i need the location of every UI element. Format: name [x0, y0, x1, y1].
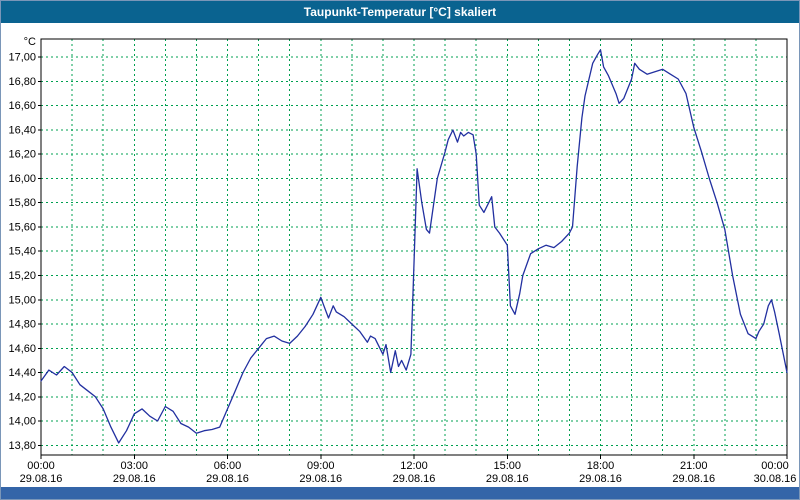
dew-point-series-line — [40, 49, 788, 444]
y-axis-tick-label: 15,60 — [8, 221, 36, 233]
plot-border — [40, 38, 788, 456]
y-axis-tick-label: 14,80 — [8, 319, 36, 331]
dew-point-line-chart: 13,80 14,00 14,20 14,40 14,60 14,80 15,00 15,20… — [8, 36, 797, 485]
x-axis-time-label: 00:00 — [761, 460, 789, 472]
x-axis-time-label: 18:00 — [587, 460, 615, 472]
x-axis-time-label: 00:00 — [27, 460, 55, 472]
y-axis-tick-label: 14,40 — [8, 367, 36, 379]
y-axis-tick-label: 13,80 — [8, 440, 36, 452]
y-axis-tick-label: 16,00 — [8, 173, 36, 185]
x-axis-time-label: 12:00 — [400, 460, 428, 472]
y-axis-tick-label: 15,80 — [8, 197, 36, 209]
chart-title-bar: Taupunkt-Temperatur [°C] skaliert — [1, 1, 799, 23]
x-axis-date-label: 29.08.16 — [579, 473, 622, 485]
x-axis-date-label: 29.08.16 — [672, 473, 715, 485]
x-axis-time-label: 03:00 — [120, 460, 148, 472]
chart-title: Taupunkt-Temperatur [°C] skaliert — [303, 5, 497, 19]
y-axis-tick-label: 15,40 — [8, 246, 36, 258]
x-axis-date-label: 29.08.16 — [113, 473, 156, 485]
y-axis-unit-label: °C — [24, 36, 36, 48]
x-axis-date-label: 29.08.16 — [20, 473, 63, 485]
x-axis-date-label: 30.08.16 — [754, 473, 797, 485]
y-axis-tick-label: 16,80 — [8, 76, 36, 88]
x-axis-time-label: 21:00 — [680, 460, 708, 472]
y-axis-tick-label: 16,20 — [8, 149, 36, 161]
chart-plot-area: 13,80 14,00 14,20 14,40 14,60 14,80 15,00 15,20… — [1, 23, 799, 487]
bottom-strip — [1, 487, 799, 499]
y-axis-tick-label: 16,60 — [8, 100, 36, 112]
x-axis-date-label: 29.08.16 — [486, 473, 529, 485]
x-axis-time-label: 06:00 — [214, 460, 242, 472]
y-axis-tick-label: 14,20 — [8, 391, 36, 403]
x-axis-time-label: 15:00 — [493, 460, 521, 472]
y-axis-tick-label: 16,40 — [8, 124, 36, 136]
y-axis-tick-label: 15,20 — [8, 270, 36, 282]
x-axis-date-label: 29.08.16 — [206, 473, 249, 485]
x-axis-time-label: 09:00 — [307, 460, 335, 472]
x-axis-date-label: 29.08.16 — [299, 473, 342, 485]
y-axis-tick-label: 17,00 — [8, 52, 36, 64]
y-axis-tick-label: 14,00 — [8, 416, 36, 428]
y-axis-tick-label: 14,60 — [8, 343, 36, 355]
x-axis-date-label: 29.08.16 — [393, 473, 436, 485]
y-axis-tick-label: 15,00 — [8, 294, 36, 306]
